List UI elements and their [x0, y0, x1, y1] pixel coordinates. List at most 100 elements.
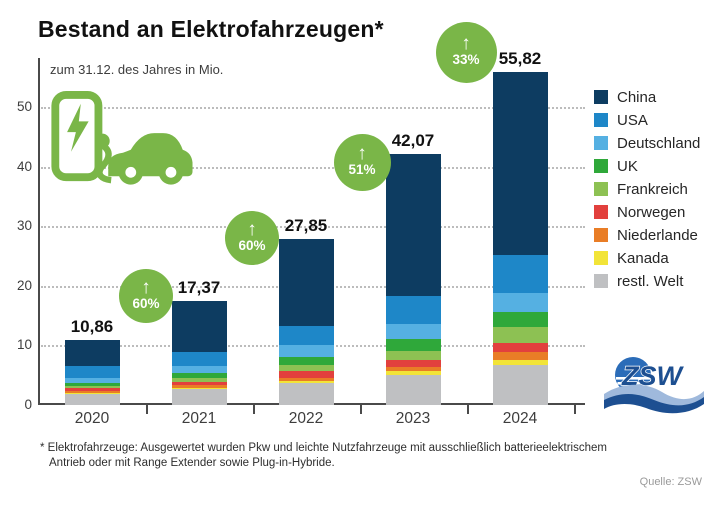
bar-segment-2023-china [385, 154, 441, 296]
bar-segment-2020-usa [64, 366, 120, 379]
y-axis-label-0: 0 [24, 397, 32, 412]
growth-percentage: 51% [348, 162, 376, 178]
bar-segment-2022-usa [278, 326, 334, 346]
bar-segment-2020-norwegen [64, 387, 120, 391]
stacked-bar-2020 [64, 340, 120, 405]
legend-swatch [594, 274, 608, 288]
legend-swatch [594, 136, 608, 150]
gridline-y30 [41, 226, 585, 229]
bar-segment-2024-niederlande [492, 352, 548, 361]
gridline-y50 [41, 107, 585, 109]
stacked-bar-2022 [278, 239, 334, 405]
bar-segment-2021-uk [171, 373, 227, 378]
bar-segment-2022-china [278, 239, 334, 327]
source-credit: Quelle: ZSW [639, 476, 702, 488]
legend-swatch [594, 90, 608, 104]
x-axis-tick [145, 405, 148, 414]
y-axis-label-50: 50 [16, 99, 32, 114]
x-axis-label-2021: 2021 [181, 410, 217, 427]
arrow-up-icon: ↑ [247, 219, 257, 241]
growth-badge-2021: ↑ 60% [119, 269, 173, 323]
bar-total-label-2023: 42,07 [391, 131, 435, 151]
bar-segment-2020-uk [64, 382, 120, 386]
legend-label: China [617, 88, 657, 106]
logo-wave-light [604, 384, 704, 409]
bar-segment-2020-frankreich [64, 385, 120, 388]
gridline-y40 [41, 166, 585, 169]
lightning-bolt-icon [67, 103, 89, 152]
growth-badge-2022: ↑ 60% [225, 211, 279, 265]
logo-text: ZSW [621, 361, 685, 391]
ev-charging-car-icon [46, 90, 194, 193]
bar-segment-2024-deutschland [492, 292, 548, 312]
growth-percentage: 33% [452, 52, 480, 68]
y-axis-label-20: 20 [16, 277, 32, 293]
logo-wave-dark [604, 394, 704, 414]
bar-segment-2023-uk [385, 339, 441, 352]
bar-segment-2020-niederlande [64, 390, 120, 393]
legend-label: USA [617, 111, 648, 129]
bar-segment-2020-kanada [64, 392, 120, 394]
bar-segment-2024-uk [492, 311, 548, 328]
footnote-line1: * Elektrofahrzeuge: Ausgewertet wurden P… [40, 442, 607, 454]
stacked-bar-2024 [492, 72, 548, 405]
bar-segment-2021-usa [171, 352, 227, 366]
legend-item-frankreich: Frankreich [594, 181, 700, 198]
x-axis-tick [252, 405, 255, 414]
legend-label: UK [617, 157, 638, 175]
chart-subtitle: zum 31.12. des Jahres in Mio. [50, 62, 224, 77]
growth-percentage: 60% [238, 238, 266, 254]
bar-segment-2022-uk [278, 356, 334, 366]
legend: China USA Deutschland UK Frankreich Norwegen N… [594, 88, 700, 290]
footnote: * Elektrofahrzeuge: Ausgewertet wurden P… [40, 441, 615, 471]
bar-segment-2022-restlwelt [278, 383, 334, 405]
legend-swatch [594, 159, 608, 173]
arrow-up-icon: ↑ [141, 277, 151, 299]
bar-segment-2021-china [171, 301, 227, 353]
x-axis-label-2020: 2020 [74, 410, 110, 427]
bar-segment-2023-norwegen [385, 359, 441, 368]
legend-swatch [594, 228, 608, 242]
growth-percentage: 60% [132, 296, 160, 312]
bar-segment-2024-frankreich [492, 327, 548, 343]
bar-segment-2023-usa [385, 295, 441, 325]
growth-badge-2023: ↑ 51% [333, 133, 391, 191]
legend-item-uk: UK [594, 157, 700, 175]
legend-label: restl. Welt [617, 272, 684, 290]
arrow-up-icon: ↑ [461, 33, 471, 55]
legend-item-kanada: Kanada [594, 250, 700, 267]
bar-total-label-2021: 17,37 [177, 278, 221, 298]
x-axis-label-2022: 2022 [288, 410, 324, 427]
x-axis-label-2023: 2023 [395, 410, 431, 427]
charging-cable-icon [96, 143, 112, 184]
bar-segment-2020-restlwelt [64, 393, 120, 405]
growth-badge-2024: ↑ 33% [435, 21, 497, 83]
stacked-bar-2021 [171, 301, 227, 405]
footnote-line2: Antrieb oder mit Range Extender sowie Pl… [49, 457, 335, 469]
legend-label: Niederlande [617, 226, 698, 244]
bar-segment-2021-kanada [171, 387, 227, 390]
x-axis-label-2024: 2024 [502, 410, 538, 427]
bar-segment-2021-deutschland [171, 365, 227, 374]
arrow-up-icon: ↑ [357, 143, 367, 165]
bar-total-label-2022: 27,85 [284, 216, 328, 235]
legend-item-china: China [594, 88, 700, 106]
bar-segment-2023-restlwelt [385, 375, 441, 405]
y-axis-label-30: 30 [16, 218, 32, 234]
bar-segment-2023-deutschland [385, 324, 441, 340]
legend-item-usa: USA [594, 111, 700, 129]
bar-segment-2024-china [492, 72, 548, 256]
bar-segment-2024-restlwelt [492, 364, 548, 405]
bar-segment-2022-frankreich [278, 365, 334, 371]
bar-total-label-2024: 55,82 [498, 49, 542, 69]
bar-segment-2020-china [64, 340, 120, 367]
legend-swatch [594, 251, 608, 265]
legend-item-deutschland: Deutschland [594, 135, 700, 152]
bar-segment-2022-kanada [278, 380, 334, 384]
x-axis-tick [359, 405, 362, 414]
bar-segment-2024-kanada [492, 360, 548, 365]
bar-segment-2022-niederlande [278, 377, 334, 381]
legend-label: Norwegen [617, 203, 686, 221]
bar-segment-2023-kanada [385, 371, 441, 376]
